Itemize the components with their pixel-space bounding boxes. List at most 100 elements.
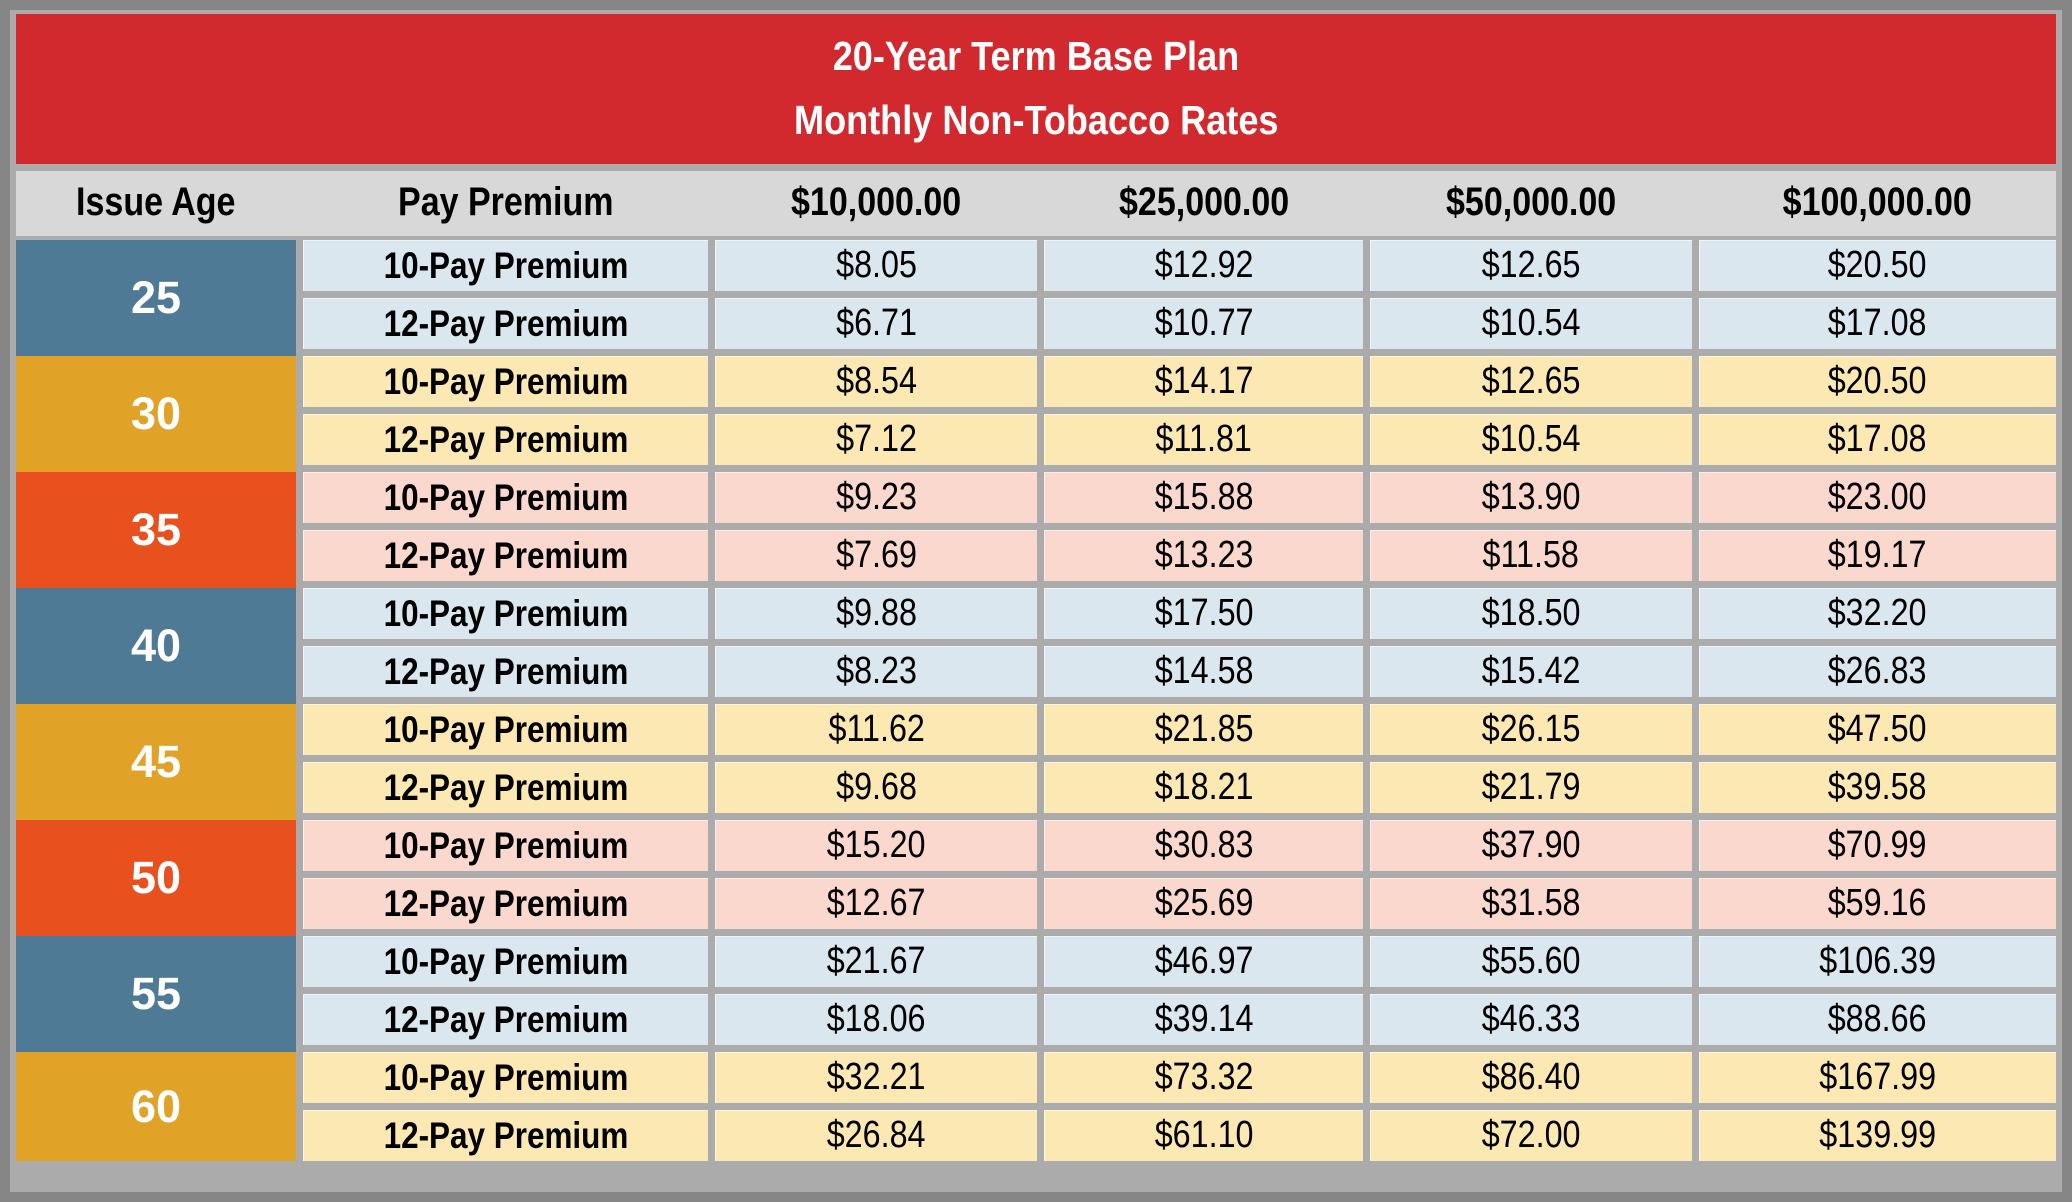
rate-cell-text: $8.05 [835, 244, 917, 286]
rate-cell-text: $86.40 [1481, 1056, 1581, 1098]
rate-cell: $32.21 [715, 1052, 1038, 1103]
rate-cell: $9.88 [715, 588, 1038, 639]
rate-cell-text: $21.79 [1481, 766, 1581, 808]
age-cell-40: 40 [16, 588, 296, 704]
pay-type-cell: 10-Pay Premium [302, 588, 709, 639]
rate-cell: $15.42 [1369, 646, 1692, 697]
pay-type-cell-text: 10-Pay Premium [383, 940, 629, 982]
column-header-3-text: $10,000.00 [791, 179, 962, 224]
rate-cell-text: $25.69 [1154, 882, 1254, 924]
rate-cell-text: $12.65 [1481, 244, 1581, 286]
rate-cell: $13.23 [1044, 530, 1363, 581]
rate-cell: $12.65 [1369, 240, 1692, 291]
rate-cell-text: $39.14 [1154, 998, 1254, 1040]
rate-cell: $14.58 [1044, 646, 1363, 697]
rate-cell: $139.99 [1698, 1110, 2056, 1161]
rate-cell-text: $12.67 [826, 882, 926, 924]
rate-cell-text: $12.65 [1481, 360, 1581, 402]
rate-cell: $72.00 [1369, 1110, 1692, 1161]
rate-cell-text: $13.90 [1481, 476, 1581, 518]
rate-cell: $39.58 [1698, 762, 2056, 813]
rate-cell-text: $167.99 [1818, 1056, 1936, 1098]
rate-cell-text: $31.58 [1481, 882, 1581, 924]
rate-cell-text: $26.15 [1481, 708, 1581, 750]
rate-cell: $8.54 [715, 356, 1038, 407]
rate-cell: $23.00 [1698, 472, 2056, 523]
pay-type-cell-text: 12-Pay Premium [383, 998, 629, 1040]
pay-type-cell: 10-Pay Premium [302, 936, 709, 987]
rate-cell: $37.90 [1369, 820, 1692, 871]
rate-cell: $17.08 [1698, 414, 2056, 465]
rate-cell: $8.23 [715, 646, 1038, 697]
rate-cell-text: $17.08 [1827, 418, 1927, 460]
rate-cell-text: $15.20 [826, 824, 926, 866]
rate-cell-text: $14.58 [1154, 650, 1254, 692]
rate-cell-text: $30.83 [1154, 824, 1254, 866]
rate-cell: $21.85 [1044, 704, 1363, 755]
rate-cell: $21.79 [1369, 762, 1692, 813]
rate-cell: $11.81 [1044, 414, 1363, 465]
rate-cell: $26.84 [715, 1110, 1038, 1161]
rate-cell: $9.23 [715, 472, 1038, 523]
pay-type-cell: 12-Pay Premium [302, 1110, 709, 1161]
pay-type-cell: 10-Pay Premium [302, 820, 709, 871]
pay-type-cell-text: 10-Pay Premium [383, 476, 629, 518]
column-header-4: $25,000.00 [1044, 171, 1363, 233]
column-header-5-text: $50,000.00 [1445, 179, 1616, 224]
rate-cell-text: $20.50 [1827, 360, 1927, 402]
pay-type-cell-text: 10-Pay Premium [383, 1056, 629, 1098]
pay-type-cell-text: 10-Pay Premium [383, 244, 629, 286]
rate-cell-text: $10.77 [1154, 302, 1254, 344]
rate-cell: $25.69 [1044, 878, 1363, 929]
rate-cell: $32.20 [1698, 588, 2056, 639]
rate-cell-text: $59.16 [1827, 882, 1927, 924]
rate-cell: $10.54 [1369, 298, 1692, 349]
rate-cell: $20.50 [1698, 240, 2056, 291]
rate-cell: $73.32 [1044, 1052, 1363, 1103]
column-header-6: $100,000.00 [1699, 171, 2056, 233]
rate-cell: $46.97 [1044, 936, 1363, 987]
rate-cell-text: $10.54 [1481, 418, 1581, 460]
rate-cell: $39.14 [1044, 994, 1363, 1045]
rate-cell: $19.17 [1698, 530, 2056, 581]
rate-cell-text: $55.60 [1481, 940, 1581, 982]
pay-type-cell: 12-Pay Premium [302, 298, 709, 349]
rate-cell-text: $14.17 [1154, 360, 1254, 402]
rate-cell: $10.54 [1369, 414, 1692, 465]
rate-cell: $59.16 [1698, 878, 2056, 929]
column-header-1-text: Issue Age [76, 179, 236, 224]
rate-cell-text: $39.58 [1827, 766, 1927, 808]
rate-cell: $18.50 [1369, 588, 1692, 639]
rate-cell-text: $9.68 [835, 766, 917, 808]
age-cell-25-text: 25 [130, 272, 182, 323]
rate-cell: $46.33 [1369, 994, 1692, 1045]
rate-cell-text: $106.39 [1818, 940, 1936, 982]
rate-cell-text: $18.06 [826, 998, 926, 1040]
pay-type-cell-text: 12-Pay Premium [383, 418, 629, 460]
age-cell-60-text: 60 [130, 1080, 182, 1132]
rate-cell-text: $8.23 [835, 650, 917, 692]
rate-cell: $11.58 [1369, 530, 1692, 581]
pay-type-cell-text: 12-Pay Premium [383, 650, 629, 692]
rate-cell-text: $11.58 [1482, 534, 1580, 576]
pay-type-cell: 12-Pay Premium [302, 646, 709, 697]
age-cell-30-text: 30 [130, 388, 182, 439]
rate-cell: $17.08 [1698, 298, 2056, 349]
pay-type-cell: 12-Pay Premium [302, 414, 709, 465]
rate-cell-text: $7.12 [835, 418, 917, 460]
rate-cell: $6.71 [715, 298, 1038, 349]
rate-cell-text: $9.23 [835, 476, 917, 518]
rate-cell: $12.92 [1044, 240, 1363, 291]
rate-cell: $12.65 [1369, 356, 1692, 407]
rate-cell-text: $72.00 [1481, 1114, 1581, 1156]
rate-cell: $18.21 [1044, 762, 1363, 813]
pay-type-cell-text: 12-Pay Premium [383, 534, 629, 576]
pay-type-cell: 12-Pay Premium [302, 878, 709, 929]
rate-cell: $10.77 [1044, 298, 1363, 349]
title-line-1: 20-Year Term Base Plan [832, 33, 1240, 80]
rate-cell-text: $21.85 [1154, 708, 1254, 750]
age-cell-50-text: 50 [130, 852, 182, 903]
rate-cell: $47.50 [1698, 704, 2056, 755]
pay-type-cell: 12-Pay Premium [302, 762, 709, 813]
